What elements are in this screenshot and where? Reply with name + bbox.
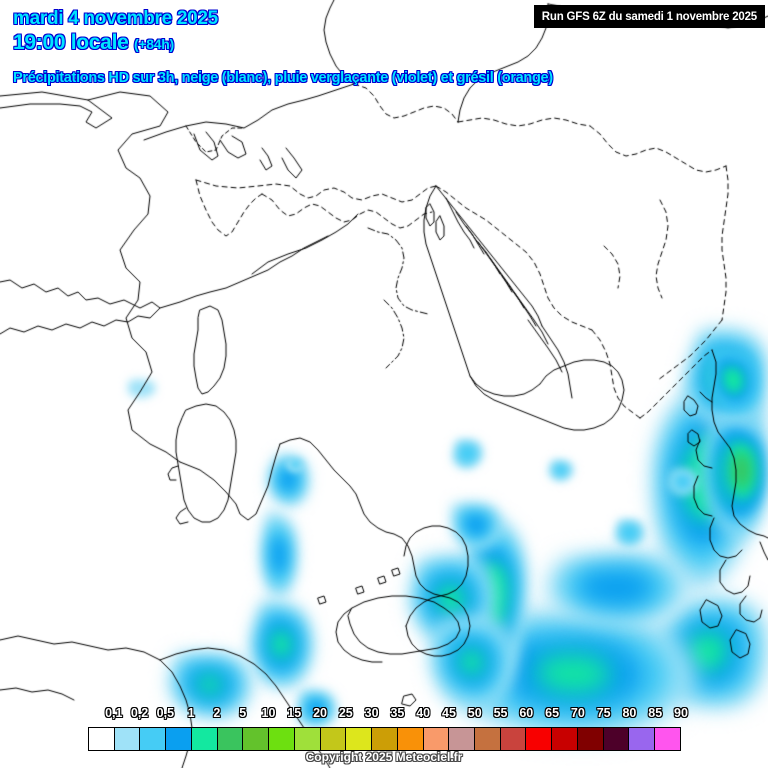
colorbar-cell: [166, 728, 192, 750]
model-run-label: Run GFS 6Z du samedi 1 novembre 2025: [541, 11, 757, 23]
forecast-date-label: mardi 4 novembre 2025: [13, 8, 218, 29]
colorbar-swatches[interactable]: [88, 727, 681, 751]
colorbar-cell: [320, 728, 347, 750]
colorbar-cell: [397, 728, 424, 750]
colorbar-tick-label: 70: [570, 706, 585, 720]
colorbar-tick-label: 0,5: [156, 706, 175, 720]
model-run-badge: Run GFS 6Z du samedi 1 novembre 2025: [533, 5, 765, 28]
colorbar-cell: [89, 728, 115, 750]
colorbar-cell: [629, 728, 656, 750]
colorbar-tick-label: 20: [313, 706, 327, 720]
precipitation-colorbar[interactable]: 0,1 0,2 0,5 1 2 5 10 15 20 25 30 35 40 45 50 55 60 65 70 75…: [88, 706, 688, 751]
colorbar-tick-label: 5: [239, 706, 247, 720]
colorbar-tick-label: 85: [648, 706, 663, 720]
colorbar-cell: [217, 728, 244, 750]
colorbar-tick-label: 15: [287, 706, 302, 720]
colorbar-cell: [500, 728, 527, 750]
copyright-label: Copyright 2025 Meteociel.fr: [305, 750, 463, 764]
colorbar-tick-label: 80: [622, 706, 637, 720]
colorbar-tick-label: 55: [493, 706, 508, 720]
colorbar-tick-label: 0,1: [105, 706, 123, 720]
colorbar-cell: [603, 728, 630, 750]
colorbar-cell: [114, 728, 141, 750]
colorbar-cell: [243, 728, 270, 750]
colorbar-cell: [655, 728, 680, 750]
forecast-time-label: 19:00 locale (+84h): [13, 31, 174, 55]
colorbar-tick-label: 35: [390, 706, 405, 720]
colorbar-tick-label: 2: [213, 706, 221, 720]
forecast-offset-text: (+84h): [134, 36, 174, 52]
colorbar-cell: [552, 728, 578, 750]
colorbar-cell: [577, 728, 604, 750]
colorbar-cell: [423, 728, 450, 750]
colorbar-tick-label: 10: [261, 706, 276, 720]
colorbar-tick-labels: 0,1 0,2 0,5 1 2 5 10 15 20 25 30 35 40 45 50 55 60 65 70 75…: [88, 706, 688, 726]
colorbar-cell: [269, 728, 295, 750]
colorbar-cell: [346, 728, 373, 750]
colorbar-cell: [449, 728, 476, 750]
colorbar-cell: [294, 728, 321, 750]
colorbar-tick-label: 60: [519, 706, 534, 720]
colorbar-cell: [191, 728, 218, 750]
colorbar-cell: [140, 728, 167, 750]
colorbar-tick-label: 90: [674, 706, 688, 720]
colorbar-tick-label: 1: [187, 706, 195, 720]
colorbar-tick-label: 75: [596, 706, 611, 720]
forecast-time-text: 19:00 locale: [13, 31, 129, 54]
colorbar-tick-label: 25: [338, 706, 353, 720]
colorbar-cell: [475, 728, 501, 750]
map-description-label: Précipitations HD sur 3h, neige (blanc),…: [13, 70, 553, 86]
colorbar-tick-label: 40: [416, 706, 431, 720]
colorbar-cell: [526, 728, 553, 750]
colorbar-tick-label: 0,2: [130, 706, 149, 720]
colorbar-tick-label: 30: [364, 706, 379, 720]
colorbar-tick-label: 45: [442, 706, 456, 720]
colorbar-tick-label: 65: [545, 706, 560, 720]
colorbar-cell: [372, 728, 398, 750]
colorbar-tick-label: 50: [467, 706, 482, 720]
